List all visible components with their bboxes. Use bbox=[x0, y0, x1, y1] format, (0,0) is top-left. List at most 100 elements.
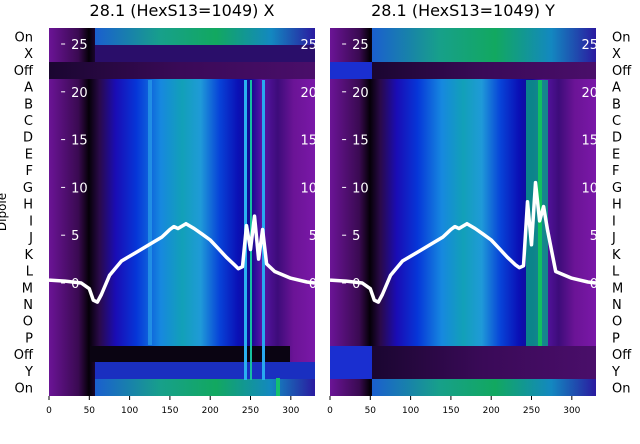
dipole-row-label: D bbox=[612, 131, 622, 146]
dipole-row-label: On bbox=[612, 30, 630, 45]
overlay-tick-label: 15 bbox=[71, 134, 88, 149]
x-tick-label: 250 bbox=[242, 406, 259, 416]
overlay-tick-label: 0 bbox=[71, 277, 79, 292]
dipole-row-label: On bbox=[15, 30, 33, 45]
stripe bbox=[276, 378, 280, 396]
dipole-row-label: N bbox=[23, 298, 33, 313]
dipole-row-label: B bbox=[24, 97, 33, 112]
on-band-top bbox=[95, 28, 315, 45]
overlay-tick-label: 15 bbox=[581, 134, 598, 149]
x-tick-label: 300 bbox=[563, 406, 580, 416]
overlay-tick-label: 20 bbox=[300, 86, 317, 101]
dipole-row-label: H bbox=[23, 198, 33, 213]
dipole-row-label: I bbox=[612, 214, 616, 229]
y-band-top bbox=[95, 45, 315, 62]
dipole-row-label: O bbox=[23, 315, 33, 330]
overlay-tick-label: 5 bbox=[590, 229, 598, 244]
chart-title-y: 28.1 (HexS13=1049) Y bbox=[371, 1, 555, 20]
overlay-tick-label: 20 bbox=[352, 86, 369, 101]
dipole-row-label: D bbox=[23, 131, 33, 146]
x-tick-label: 250 bbox=[523, 406, 540, 416]
off-band-top bbox=[49, 62, 315, 79]
overlay-tick-label: 15 bbox=[352, 134, 369, 149]
off-band-bottom bbox=[372, 346, 596, 379]
dipole-row-label: I bbox=[29, 214, 33, 229]
dipole-row-label: On bbox=[15, 382, 33, 397]
dipole-row-label: J bbox=[611, 231, 616, 246]
dipole-row-label: C bbox=[24, 114, 33, 129]
dipole-row-label: A bbox=[612, 81, 621, 96]
chart-title-x: 28.1 (HexS13=1049) X bbox=[90, 1, 275, 20]
x-tick-label: 0 bbox=[327, 406, 333, 416]
overlay-tick-label: 5 bbox=[309, 229, 317, 244]
heatmap-panel-x bbox=[49, 28, 315, 396]
overlay-tick-label: 10 bbox=[581, 181, 598, 196]
stripe bbox=[250, 80, 252, 380]
y-band-left bbox=[330, 62, 372, 79]
x-tick-label: 300 bbox=[282, 406, 299, 416]
x-band-left bbox=[330, 346, 372, 379]
on-band-top bbox=[372, 28, 596, 62]
on-band-bottom bbox=[372, 379, 596, 396]
x-tick-label: 200 bbox=[202, 406, 219, 416]
x-tick-label: 200 bbox=[483, 406, 500, 416]
overlay-tick-label: 10 bbox=[71, 181, 88, 196]
dipole-row-label: A bbox=[24, 81, 33, 96]
dipole-row-label: P bbox=[612, 331, 620, 346]
x-tick-label: 100 bbox=[402, 406, 419, 416]
x-tick-label: 50 bbox=[84, 406, 96, 416]
y-axis-label: Dipole bbox=[0, 193, 9, 231]
dipole-row-label: B bbox=[612, 97, 621, 112]
dipole-row-label: E bbox=[612, 147, 620, 162]
overlay-tick-label: 0 bbox=[309, 277, 317, 292]
dipole-row-label: Y bbox=[24, 365, 33, 380]
dipole-row-label: Off bbox=[14, 348, 34, 363]
x-tick-label: 100 bbox=[121, 406, 138, 416]
overlay-tick-label: 15 bbox=[300, 134, 317, 149]
dipole-row-label: M bbox=[22, 281, 33, 296]
stripe bbox=[148, 80, 152, 345]
dipole-row-label: E bbox=[25, 147, 33, 162]
dipole-row-label: O bbox=[612, 315, 622, 330]
dipole-row-label: Off bbox=[612, 64, 632, 79]
overlay-tick-label: 0 bbox=[352, 277, 360, 292]
overlay-tick-label: 25 bbox=[300, 38, 317, 53]
overlay-tick-label: 20 bbox=[71, 86, 88, 101]
dipole-row-label: H bbox=[612, 198, 622, 213]
overlay-tick-label: 10 bbox=[352, 181, 369, 196]
overlay-tick-label: 10 bbox=[300, 181, 317, 196]
overlay-tick-label: 5 bbox=[71, 229, 79, 244]
trace-line bbox=[330, 180, 596, 304]
dipole-row-label: G bbox=[612, 181, 622, 196]
off-band-bottom bbox=[90, 346, 290, 362]
dipole-row-label: Off bbox=[14, 64, 34, 79]
dipole-row-label: P bbox=[25, 331, 33, 346]
dipole-row-label: K bbox=[612, 248, 621, 263]
dipole-row-label: X bbox=[24, 47, 33, 62]
x-band-bottom bbox=[95, 362, 315, 379]
dipole-row-label: Y bbox=[611, 365, 620, 380]
dipole-row-label: G bbox=[23, 181, 33, 196]
heatmap-panel-y bbox=[330, 28, 596, 396]
dipole-row-label: K bbox=[24, 248, 33, 263]
dipole-row-label: F bbox=[612, 164, 619, 179]
overlay-tick-label: 25 bbox=[71, 38, 88, 53]
dipole-row-label: F bbox=[26, 164, 33, 179]
overlay-tick-label: 20 bbox=[581, 86, 598, 101]
x-tick-label: 50 bbox=[365, 406, 377, 416]
dipole-row-label: Off bbox=[612, 348, 632, 363]
trace-line bbox=[49, 214, 315, 304]
dipole-row-label: C bbox=[612, 114, 621, 129]
off-band-top bbox=[372, 62, 596, 79]
dipole-row-label: M bbox=[612, 281, 623, 296]
x-tick-label: 0 bbox=[46, 406, 52, 416]
overlay-tick-label: 25 bbox=[352, 38, 369, 53]
dipole-row-label: X bbox=[612, 47, 621, 62]
dipole-row-label: N bbox=[612, 298, 622, 313]
dipole-row-label: J bbox=[28, 231, 33, 246]
dipole-row-label: L bbox=[612, 265, 620, 280]
heatmap-body bbox=[49, 28, 315, 396]
x-tick-label: 150 bbox=[442, 406, 459, 416]
